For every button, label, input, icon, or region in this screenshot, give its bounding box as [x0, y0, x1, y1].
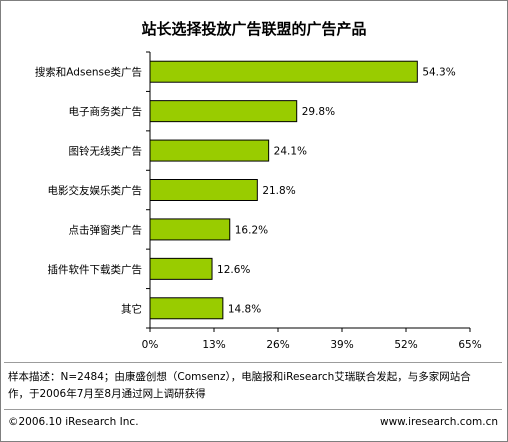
data-label: 12.6% — [217, 264, 250, 276]
sample-note-line-2: 作，于2006年7月至8月通过网上调研获得 — [8, 388, 206, 400]
x-tick-label: 52% — [394, 339, 417, 351]
chart-title: 站长选择投放广告联盟的广告产品 — [141, 20, 367, 38]
category-label: 插件软件下载类广告 — [48, 263, 143, 276]
data-label: 14.8% — [228, 303, 261, 315]
category-label: 电子商务类广告 — [69, 105, 143, 118]
category-label: 其它 — [121, 302, 142, 315]
category-label: 电影交友娱乐类广告 — [48, 184, 143, 197]
footer-divider — [4, 409, 502, 410]
bar — [149, 139, 270, 162]
data-label: 24.1% — [274, 146, 307, 158]
x-tick-label: 0% — [142, 339, 159, 351]
website-url: www.iresearch.com.cn — [379, 416, 498, 428]
note-divider — [4, 362, 502, 363]
bar — [149, 60, 418, 83]
sample-note-line-1: 样本描述：N=2484；由康盛创想（Comsenz），电脑报和iResearch… — [8, 371, 471, 383]
x-tick-label: 65% — [458, 339, 481, 351]
bar — [149, 100, 298, 123]
sample-note: 样本描述：N=2484；由康盛创想（Comsenz），电脑报和iResearch… — [8, 369, 500, 403]
x-tick-label: 39% — [330, 339, 353, 351]
copyright-text: ©2006.10 iResearch Inc. — [8, 416, 139, 428]
bar — [149, 179, 258, 201]
data-label: 21.8% — [262, 185, 295, 197]
bar — [149, 257, 213, 280]
data-label: 16.2% — [235, 224, 268, 236]
x-tick-label: 26% — [266, 339, 289, 351]
x-tick-label: 13% — [202, 339, 225, 351]
bar — [149, 218, 231, 241]
category-label: 图铃无线类广告 — [69, 145, 143, 158]
data-label: 29.8% — [302, 106, 335, 118]
category-label: 搜索和Adsense类广告 — [35, 66, 142, 79]
data-label: 54.3% — [422, 67, 455, 79]
category-label: 点击弹窗类广告 — [69, 223, 143, 236]
bar — [149, 297, 224, 320]
